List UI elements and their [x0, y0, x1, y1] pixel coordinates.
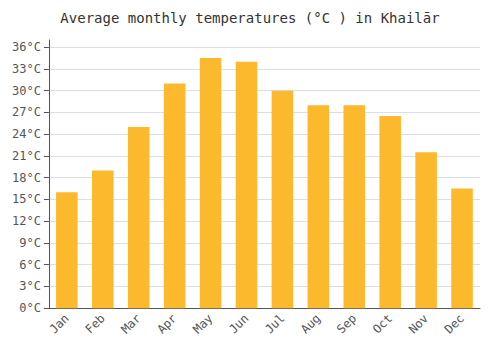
svg-text:Feb: Feb: [83, 311, 108, 336]
svg-text:Average monthly temperatures (: Average monthly temperatures (°C ) in Kh…: [60, 10, 439, 26]
svg-text:3°C: 3°C: [19, 279, 41, 293]
svg-text:Dec: Dec: [442, 311, 467, 336]
svg-text:Mar: Mar: [118, 311, 143, 336]
svg-text:Oct: Oct: [370, 311, 395, 336]
svg-text:30°C: 30°C: [12, 84, 41, 98]
svg-text:Jun: Jun: [226, 311, 251, 336]
svg-text:36°C: 36°C: [12, 40, 41, 54]
svg-text:Aug: Aug: [298, 311, 323, 336]
svg-text:12°C: 12°C: [12, 214, 41, 228]
svg-text:Jul: Jul: [262, 311, 287, 336]
svg-text:Nov: Nov: [406, 311, 431, 336]
svg-text:Jan: Jan: [47, 311, 72, 336]
svg-text:18°C: 18°C: [12, 171, 41, 185]
svg-text:0°C: 0°C: [19, 301, 41, 315]
svg-text:27°C: 27°C: [12, 105, 41, 119]
svg-text:Sep: Sep: [334, 311, 359, 336]
svg-text:15°C: 15°C: [12, 192, 41, 206]
svg-text:Apr: Apr: [154, 311, 179, 336]
svg-text:21°C: 21°C: [12, 149, 41, 163]
svg-text:6°C: 6°C: [19, 258, 41, 272]
svg-text:May: May: [190, 311, 215, 336]
svg-text:24°C: 24°C: [12, 127, 41, 141]
svg-text:9°C: 9°C: [19, 236, 41, 250]
svg-text:33°C: 33°C: [12, 62, 41, 76]
